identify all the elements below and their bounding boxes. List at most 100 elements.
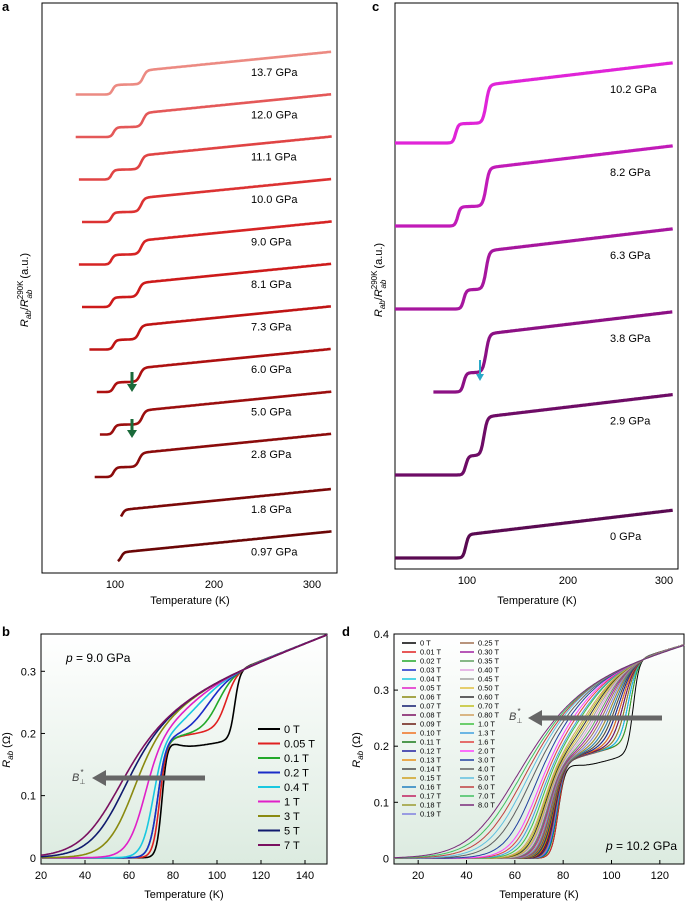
legend-label: 0.35 T bbox=[478, 657, 500, 666]
legend-label: 0.45 T bbox=[478, 675, 500, 684]
legend-label: 0.02 T bbox=[420, 657, 442, 666]
x-tick-label: 80 bbox=[167, 870, 179, 882]
legend-label: 0.60 T bbox=[478, 693, 500, 702]
legend-label: 0.06 T bbox=[420, 693, 442, 702]
y-tick-label: 0 bbox=[383, 853, 389, 865]
ylabel-sup: 290K bbox=[16, 280, 25, 299]
panel-a-frame bbox=[41, 2, 338, 574]
x-tick-label: 140 bbox=[296, 870, 314, 882]
y-tick-label: 0.1 bbox=[374, 797, 389, 809]
series-label: 5.0 GPa bbox=[251, 407, 292, 419]
x-tick-label: 120 bbox=[252, 870, 270, 882]
panel-d: 20 40 60 80 100 120 0 0.1 0.2 0.3 0.4 p = 10.2 GPa… bbox=[351, 629, 685, 901]
legend-label: 0.15 T bbox=[420, 774, 442, 783]
series-line bbox=[75, 50, 332, 96]
series-line bbox=[89, 305, 331, 351]
y-tick-label: 0.1 bbox=[21, 791, 36, 803]
legend-label: 0.70 T bbox=[478, 702, 500, 711]
series-line bbox=[433, 310, 673, 394]
y-tick-label: 0.4 bbox=[374, 629, 389, 641]
title-p: p bbox=[65, 651, 73, 665]
legend-label: 1 T bbox=[284, 796, 300, 808]
series-line bbox=[82, 177, 332, 224]
cyan-arrow-icon bbox=[476, 374, 484, 381]
series-label: 13.7 GPa bbox=[251, 67, 298, 79]
panel-label-d: d bbox=[342, 624, 350, 639]
series-label: 8.1 GPa bbox=[251, 279, 292, 291]
x-tick-label: 100 bbox=[458, 575, 476, 587]
ylabel-base: R bbox=[19, 299, 31, 307]
ylabel-tail: (Ω) bbox=[351, 732, 363, 751]
legend-label: 0.07 T bbox=[420, 702, 442, 711]
legend-label: 5.0 T bbox=[478, 774, 495, 783]
legend-label: 0.08 T bbox=[420, 711, 442, 720]
panel-a-xticks: 100 200 300 bbox=[106, 579, 321, 591]
ylabel-slash: / bbox=[373, 296, 385, 300]
arrow-label-sup: * bbox=[517, 707, 520, 716]
series-line bbox=[78, 135, 332, 181]
ylabel-sub: ab bbox=[6, 750, 15, 759]
legend-label: 2.0 T bbox=[478, 747, 495, 756]
series-label: 8.2 GPa bbox=[610, 167, 651, 179]
x-tick-label: 300 bbox=[303, 579, 321, 591]
green-arrow-icon bbox=[127, 430, 137, 438]
arrow-label-base: B bbox=[509, 711, 516, 723]
legend-label: 0.19 T bbox=[420, 810, 442, 819]
field-arrow: B⊥ * bbox=[72, 768, 205, 786]
arrow-label: B⊥ * bbox=[509, 707, 522, 725]
legend-label: 0.4 T bbox=[284, 782, 309, 794]
legend-label: 1.6 T bbox=[478, 738, 495, 747]
x-tick-label: 300 bbox=[655, 575, 673, 587]
series-label: 2.8 GPa bbox=[251, 449, 292, 461]
series-label: 0 GPa bbox=[610, 531, 642, 543]
x-tick-label: 200 bbox=[559, 575, 577, 587]
panel-d-xlabel: Temperature (K) bbox=[499, 889, 578, 901]
ylabel-sub: ab bbox=[356, 750, 365, 759]
series-label: 0.97 GPa bbox=[251, 546, 298, 558]
panel-label-c: c bbox=[372, 0, 379, 14]
series-line bbox=[394, 508, 674, 560]
panel-b-title: p = 9.0 GPa bbox=[65, 651, 131, 665]
y-tick-label: 0.3 bbox=[21, 666, 36, 678]
series-label: 1.8 GPa bbox=[251, 504, 292, 516]
ylabel-base: R bbox=[351, 760, 363, 768]
legend-label: 0.30 T bbox=[478, 648, 500, 657]
panel-a: 100 200 300 Temperature (K) Rab/R290Kab … bbox=[16, 2, 338, 607]
series-label: 9.0 GPa bbox=[251, 237, 292, 249]
x-tick-label: 20 bbox=[412, 870, 424, 882]
series-label: 7.3 GPa bbox=[251, 321, 292, 333]
series-line bbox=[117, 530, 332, 563]
legend-label: 0.10 T bbox=[420, 729, 442, 738]
series-label: 3.8 GPa bbox=[610, 333, 651, 345]
arrow-label-sub: ⊥ bbox=[516, 718, 522, 725]
panel-d-ylabel: Rab (Ω) bbox=[351, 732, 365, 767]
panel-b-frame bbox=[40, 633, 328, 865]
legend-label: 0.09 T bbox=[420, 720, 442, 729]
series-label: 10.2 GPa bbox=[610, 84, 657, 96]
series-line bbox=[75, 93, 332, 139]
title-p: p bbox=[605, 839, 613, 853]
title-rest: = 10.2 GPa bbox=[613, 839, 678, 853]
legend-label: 0.05 T bbox=[420, 684, 442, 693]
legend-label: 7.0 T bbox=[478, 792, 495, 801]
arrow-label-sub: ⊥ bbox=[79, 779, 85, 786]
legend-label: 4.0 T bbox=[478, 765, 495, 774]
series-line bbox=[40, 634, 328, 856]
legend-label: 0.50 T bbox=[478, 684, 500, 693]
y-tick-label: 0.3 bbox=[374, 685, 389, 697]
x-tick-label: 40 bbox=[460, 870, 472, 882]
ylabel-base: R bbox=[373, 309, 385, 317]
panel-a-ylabel: Rab/R290Kab (a.u.) bbox=[16, 253, 34, 327]
ylabel-base: R bbox=[373, 289, 385, 297]
legend-label: 0.80 T bbox=[478, 711, 500, 720]
x-tick-label: 100 bbox=[208, 870, 226, 882]
series-line bbox=[393, 644, 685, 859]
arrow-label-sup: * bbox=[80, 768, 83, 777]
series-label: 10.0 GPa bbox=[251, 194, 298, 206]
panel-d-legend: 0 T0.01 T0.02 T0.03 T0.04 T0.05 T0.06 T0… bbox=[402, 639, 500, 819]
legend-label: 1.3 T bbox=[478, 729, 495, 738]
series-line bbox=[99, 390, 332, 436]
legend-label: 1.0 T bbox=[478, 720, 495, 729]
x-tick-label: 20 bbox=[35, 870, 47, 882]
legend-label: 0 T bbox=[420, 639, 431, 648]
